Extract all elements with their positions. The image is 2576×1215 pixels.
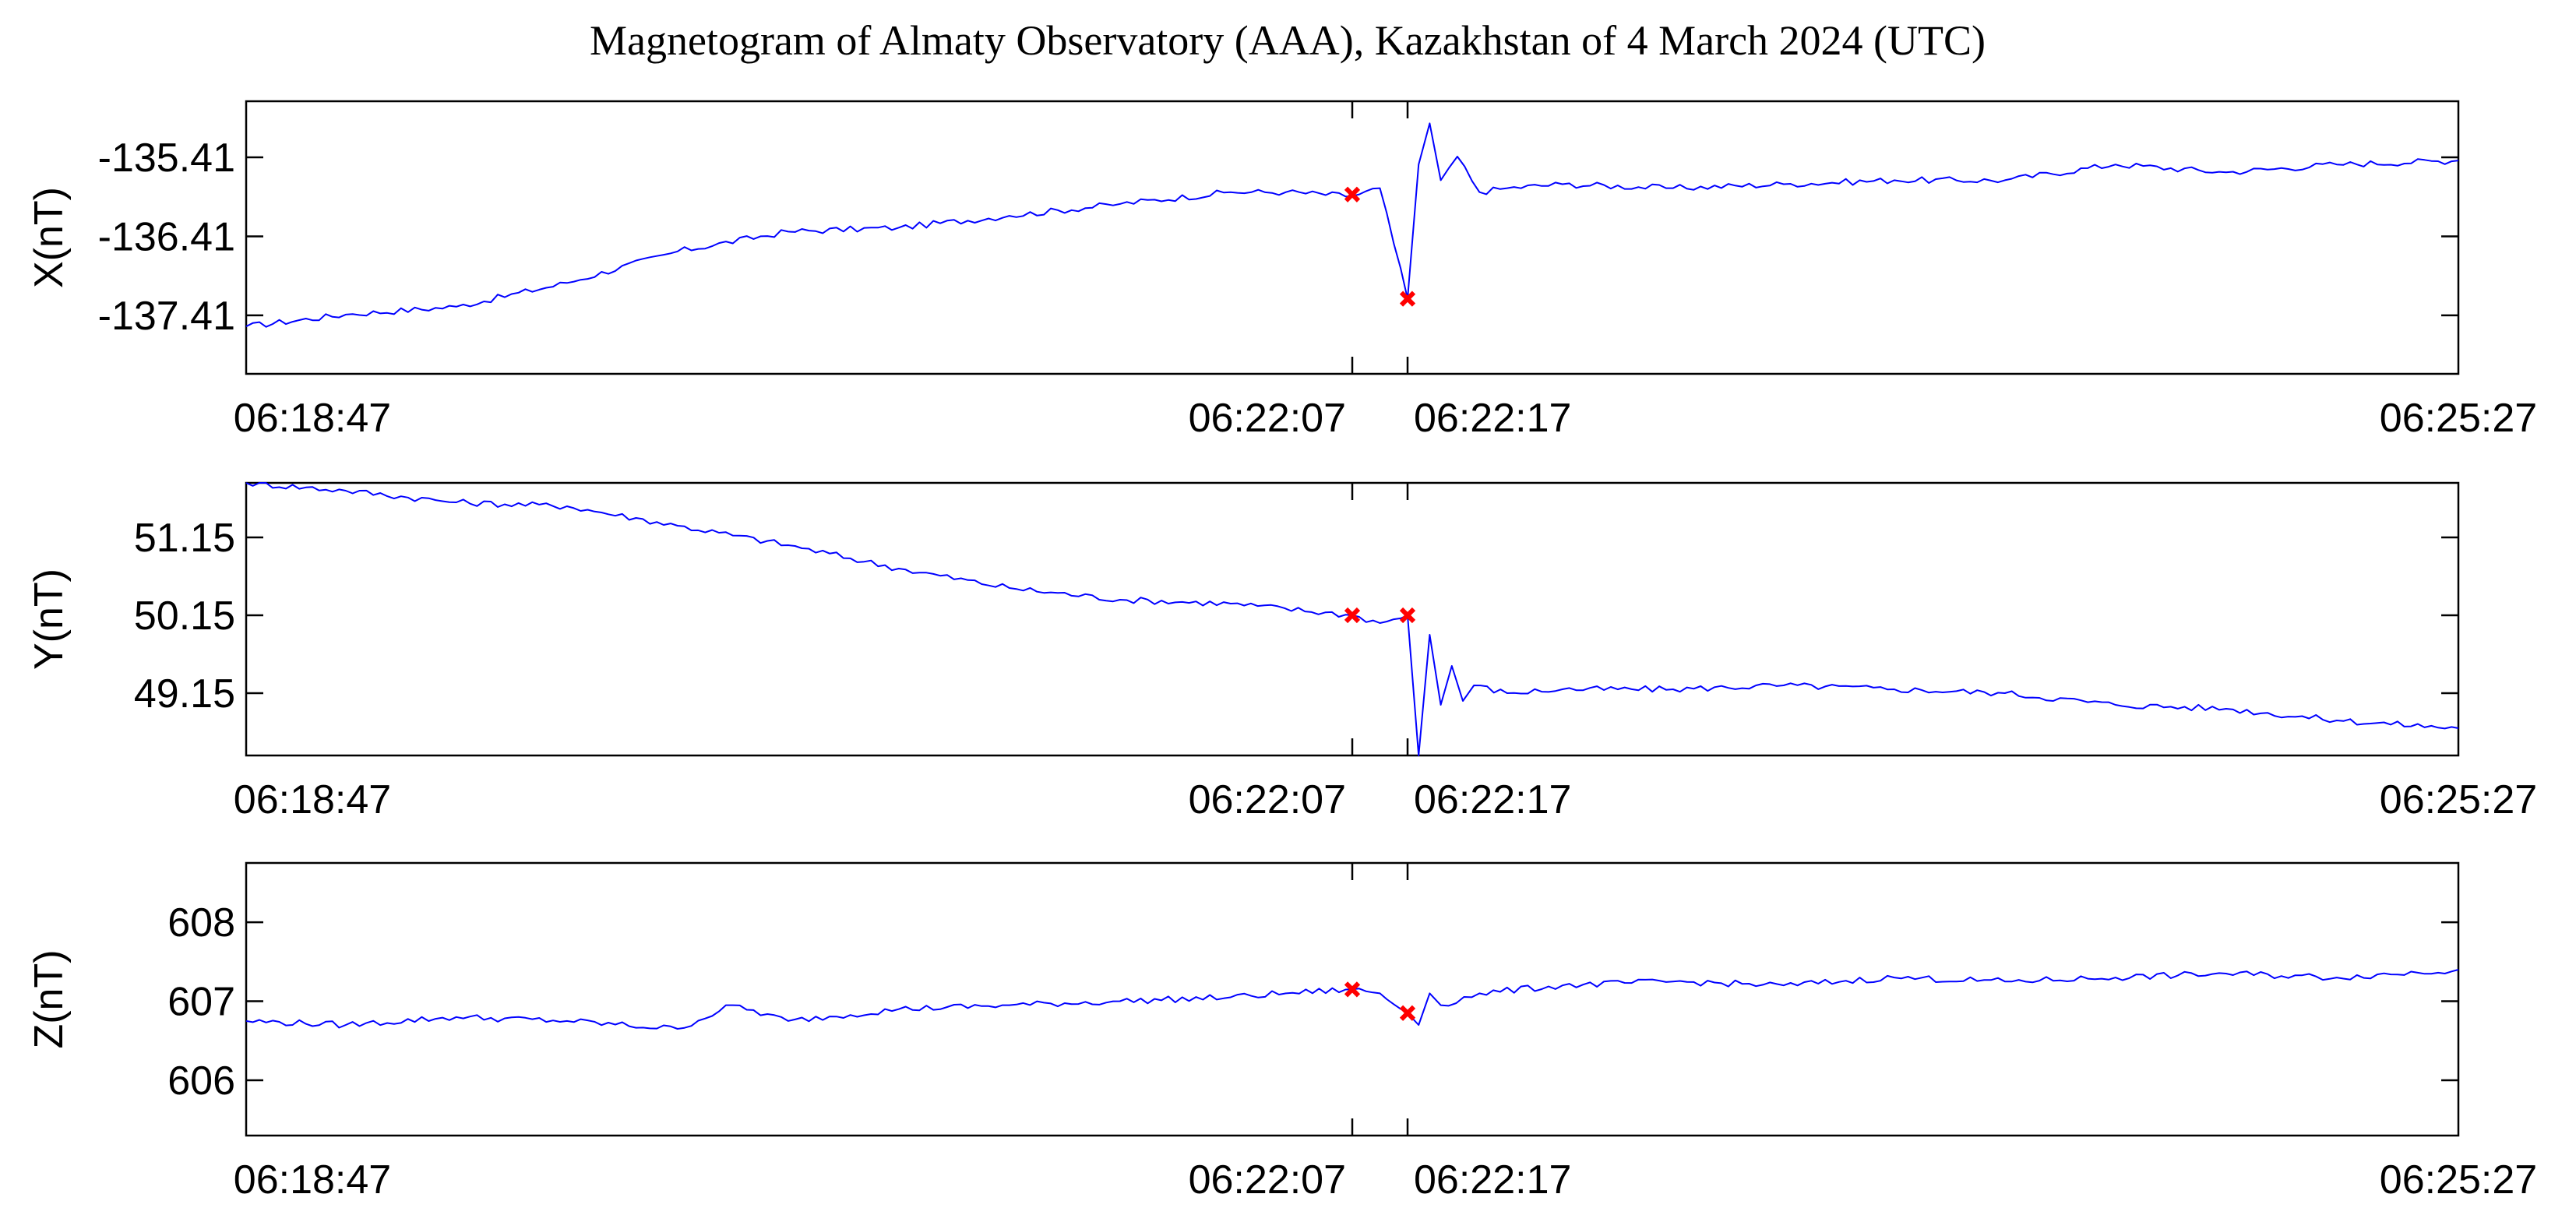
- panel-1: 51.15 50.15 49.15 06:18:47 06:22:07 06:22:17 0…: [26, 481, 2537, 822]
- plot-frame: [245, 861, 2460, 1137]
- chart-title: Magnetogram of Almaty Observatory (AAA),…: [590, 17, 1986, 64]
- x-tick-label: 06:22:17: [1414, 777, 1571, 822]
- x-tick-label: 06:18:47: [234, 396, 391, 441]
- x-tick-label: 06:22:07: [1189, 1157, 1346, 1203]
- y-tick-label: -137.41: [98, 294, 235, 339]
- x-tick-label: 06:22:17: [1414, 396, 1571, 441]
- event-marker: [1344, 607, 1361, 624]
- event-marker: [1399, 291, 1416, 307]
- x-tick-label: 06:25:27: [2380, 1157, 2537, 1203]
- event-marker: [1399, 607, 1416, 624]
- event-marker: [1344, 981, 1361, 998]
- series-line-0: [245, 969, 2459, 1030]
- event-marker: [1399, 1005, 1416, 1021]
- x-tick-label: 06:18:47: [234, 1157, 391, 1203]
- x-tick-label: 06:25:27: [2380, 396, 2537, 441]
- x-tick-label: 06:22:07: [1189, 396, 1346, 441]
- y-tick-label: 608: [167, 900, 235, 946]
- x-tick-label: 06:25:27: [2380, 777, 2537, 822]
- x-tick-label: 06:22:07: [1189, 777, 1346, 822]
- plot-frame: [245, 100, 2460, 375]
- y-tick-label: 51.15: [134, 516, 235, 561]
- y-tick-label: 49.15: [134, 671, 235, 717]
- y-axis-label: Z(nT): [26, 949, 72, 1048]
- y-tick-label: -136.41: [98, 214, 235, 259]
- y-tick-label: 606: [167, 1058, 235, 1104]
- panel-0: -135.41 -136.41 -137.41 06:18:47 06:22:07 06:…: [26, 100, 2537, 441]
- y-axis-label: X(nT): [26, 187, 72, 288]
- event-marker: [1344, 186, 1361, 202]
- y-tick-label: 607: [167, 980, 235, 1025]
- x-tick-label: 06:18:47: [234, 777, 391, 822]
- series-line-0: [245, 122, 2459, 328]
- series-line-0: [245, 482, 2459, 756]
- y-axis-label: Y(nT): [26, 569, 72, 670]
- panel-2: 608 607 606 06:18:47 06:22:07 06:22:17 06:25:2…: [26, 861, 2537, 1203]
- y-tick-label: -135.41: [98, 136, 235, 181]
- y-tick-label: 50.15: [134, 593, 235, 639]
- plot-frame: [245, 481, 2460, 757]
- x-tick-label: 06:22:17: [1414, 1157, 1571, 1203]
